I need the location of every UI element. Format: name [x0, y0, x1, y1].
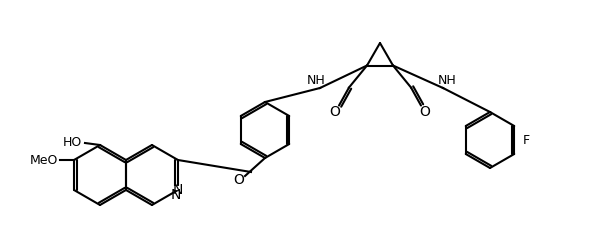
Text: NH: NH — [437, 73, 457, 87]
Text: O: O — [419, 104, 430, 119]
Text: NH: NH — [307, 73, 325, 87]
Text: F: F — [523, 133, 530, 147]
Text: HO: HO — [62, 136, 82, 150]
Text: N: N — [173, 183, 183, 197]
Text: O: O — [329, 104, 340, 119]
Text: MeO: MeO — [30, 154, 58, 166]
Text: N: N — [171, 188, 181, 202]
Text: O: O — [233, 173, 244, 187]
